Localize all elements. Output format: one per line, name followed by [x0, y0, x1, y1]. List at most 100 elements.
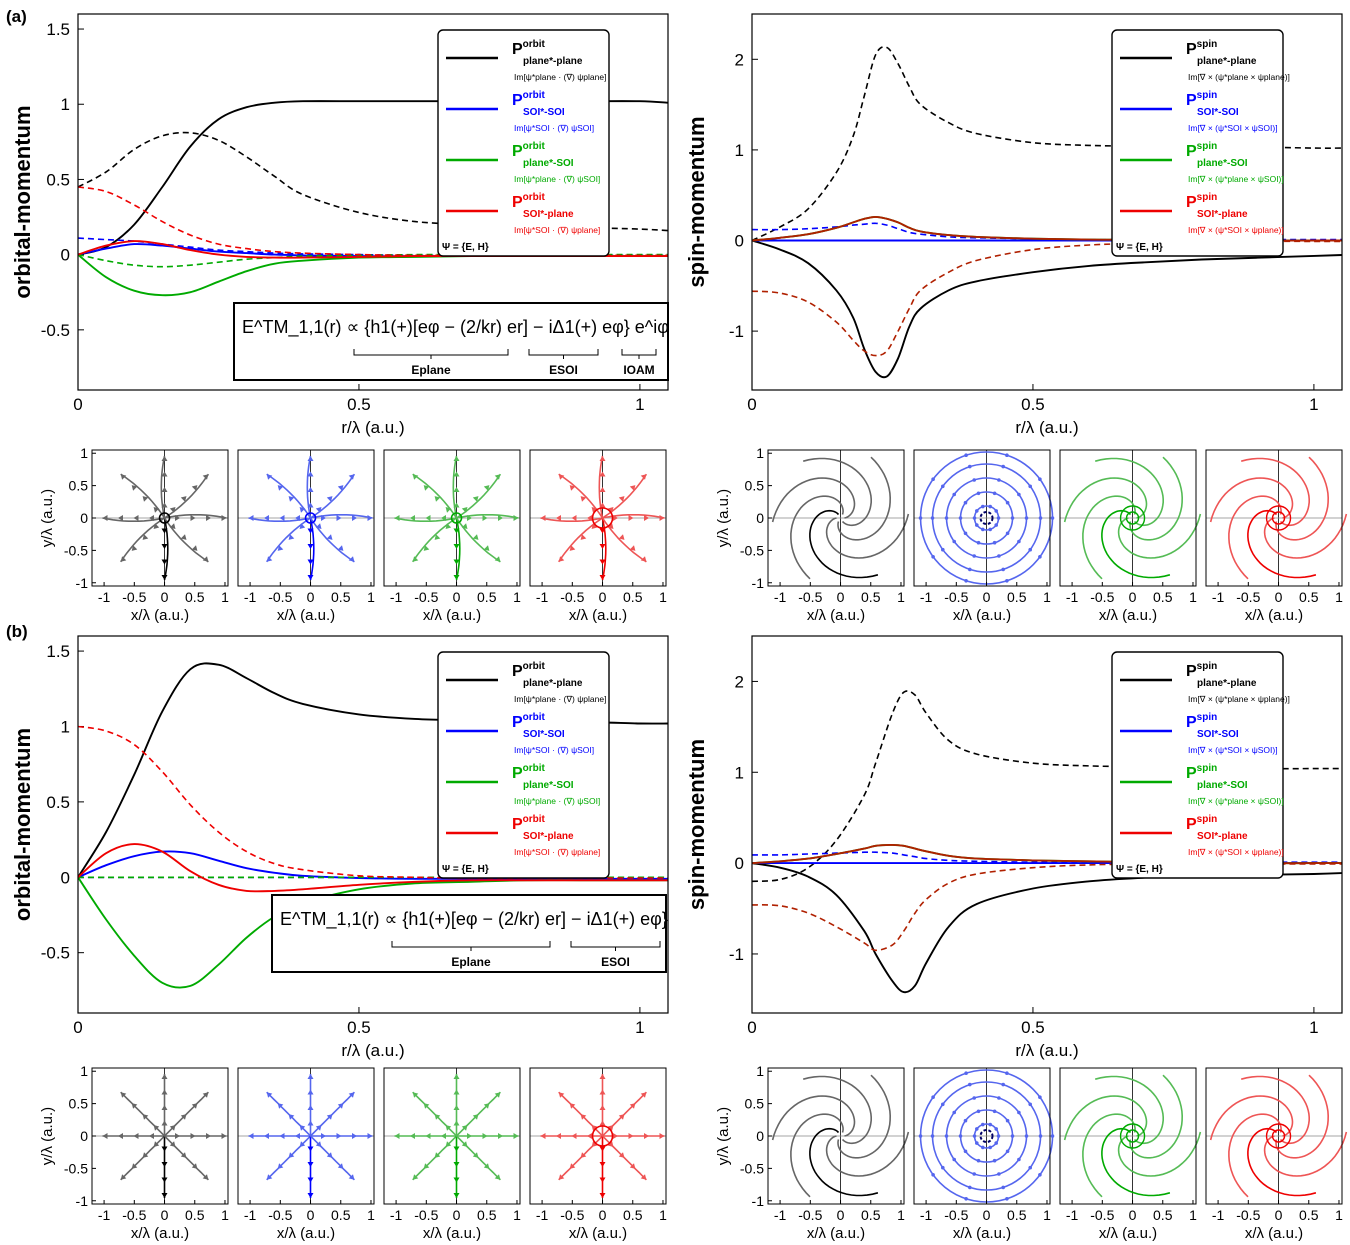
field-arrow [968, 1082, 972, 1087]
core-ring [591, 1125, 614, 1147]
field-arrow [221, 1133, 227, 1139]
field-arrow [142, 534, 149, 540]
legend-formula: Im[ψ*SOI · (∇) ψSOI] [514, 745, 594, 755]
field-arrow [988, 527, 992, 532]
x-tick-label: 1 [221, 1207, 229, 1223]
field-arrow [161, 1177, 168, 1183]
x-tick-label: 1 [897, 589, 905, 605]
field-arrow [277, 485, 284, 491]
x-axis-label: x/λ (a.u.) [1099, 607, 1157, 624]
field-arrow [1005, 1071, 1009, 1075]
x-tick-label: -1 [774, 1207, 787, 1223]
x-axis-label: x/λ (a.u.) [807, 607, 865, 624]
plot-frame [751, 635, 1343, 1014]
vector-map-a-orbital-2: -1 -0.5 0 0.5 1 x/λ (a.u.) [237, 449, 375, 624]
field-arrow [131, 1163, 138, 1169]
field-arrow [640, 1092, 647, 1098]
field-arrow [988, 1122, 992, 1127]
field-arrow [191, 1163, 198, 1169]
field-arrow [599, 1146, 606, 1152]
field-spiral [802, 1075, 872, 1145]
equation-brace [391, 941, 551, 951]
field-arrow [315, 1125, 322, 1131]
y-tick-label: 2 [735, 672, 744, 691]
y-tick-label: 2 [735, 50, 744, 69]
field-arrow [941, 547, 945, 552]
field-arrow [153, 1125, 160, 1131]
field-spiral [790, 1113, 844, 1198]
vector-map-a-orbital-4: -1 -0.5 0 0.5 1 x/λ (a.u.) [529, 449, 667, 624]
x-tick-label: 0.5 [1021, 1018, 1045, 1037]
x-tick-label: 0 [747, 1018, 756, 1037]
field-arrow [1010, 516, 1015, 520]
field-line [160, 455, 166, 519]
x-tick-label: 0.5 [1299, 589, 1319, 605]
core-ring [979, 1129, 994, 1143]
field-arrow [992, 1109, 997, 1114]
field-arrow [307, 544, 314, 549]
field-arrow [221, 515, 227, 521]
x-tick-label: 0 [1275, 1207, 1283, 1223]
x-tick-label: 0 [307, 1207, 315, 1223]
field-arrow [102, 515, 108, 521]
field-arrow [976, 1109, 981, 1114]
x-tick-label: 1 [635, 395, 644, 414]
x-tick-label: -0.5 [1090, 589, 1114, 605]
field-arrow [315, 507, 322, 513]
field-arrow [142, 1114, 149, 1120]
field-spiral [1117, 513, 1202, 559]
legend-box [437, 651, 610, 879]
field-arrow [277, 1103, 284, 1109]
x-axis-label: x/λ (a.u.) [277, 607, 335, 624]
legend-formula: Im[∇ × (ψ*plane × ψplane)] [1188, 694, 1290, 704]
x-tick-label: 1 [1189, 1207, 1197, 1223]
core-ring [979, 511, 994, 525]
field-arrow [981, 1145, 985, 1150]
field-arrow [299, 1141, 306, 1147]
x-tick-label: 1 [513, 589, 521, 605]
field-arrow [337, 485, 344, 491]
x-tick-label: -0.5 [944, 1207, 968, 1223]
field-arrow [279, 1133, 285, 1139]
field-arrow [918, 516, 923, 520]
field-arrow [1017, 539, 1021, 544]
field-arrow [326, 496, 333, 502]
field-spiral [1247, 1127, 1317, 1197]
field-arrow [453, 502, 460, 508]
x-tick-label: 0.5 [861, 1207, 881, 1223]
field-arrow [453, 1162, 460, 1167]
field-arrow [963, 1118, 968, 1123]
field-arrow [453, 575, 460, 580]
field-arrow [161, 559, 168, 565]
field-arrow [202, 556, 209, 562]
field-arrow [599, 528, 606, 534]
field-arrow [958, 516, 963, 520]
field-arrow [992, 1158, 997, 1163]
x-tick-label: 1 [1309, 1018, 1318, 1037]
field-arrow [169, 523, 176, 529]
map-frame [913, 1067, 1051, 1205]
field-spiral [1209, 1095, 1294, 1141]
field-spiral [1240, 457, 1310, 527]
field-arrow [1005, 531, 1010, 536]
field-arrow [131, 1103, 138, 1109]
field-arrow [1050, 1134, 1055, 1138]
field-arrow [120, 1174, 127, 1180]
field-arrow [307, 1162, 314, 1167]
x-tick-label: -1 [390, 1207, 403, 1223]
field-arrow [321, 515, 326, 521]
equation-brace-label: Eplane [451, 955, 491, 969]
field-arrow [930, 516, 935, 520]
field-arrow [266, 556, 273, 562]
vector-map-a-orbital-3: -1 -0.5 0 0.5 1 x/λ (a.u.) [383, 449, 521, 624]
field-spiral [825, 513, 910, 559]
field-arrow [133, 515, 139, 521]
field-arrow [161, 575, 168, 580]
series-line [78, 253, 668, 297]
field-arrow [513, 1133, 519, 1139]
field-arrow [571, 1133, 577, 1139]
field-arrow [1010, 1134, 1015, 1138]
field-arrow [175, 515, 180, 521]
field-arrow [161, 502, 168, 508]
field-arrow [206, 515, 211, 521]
